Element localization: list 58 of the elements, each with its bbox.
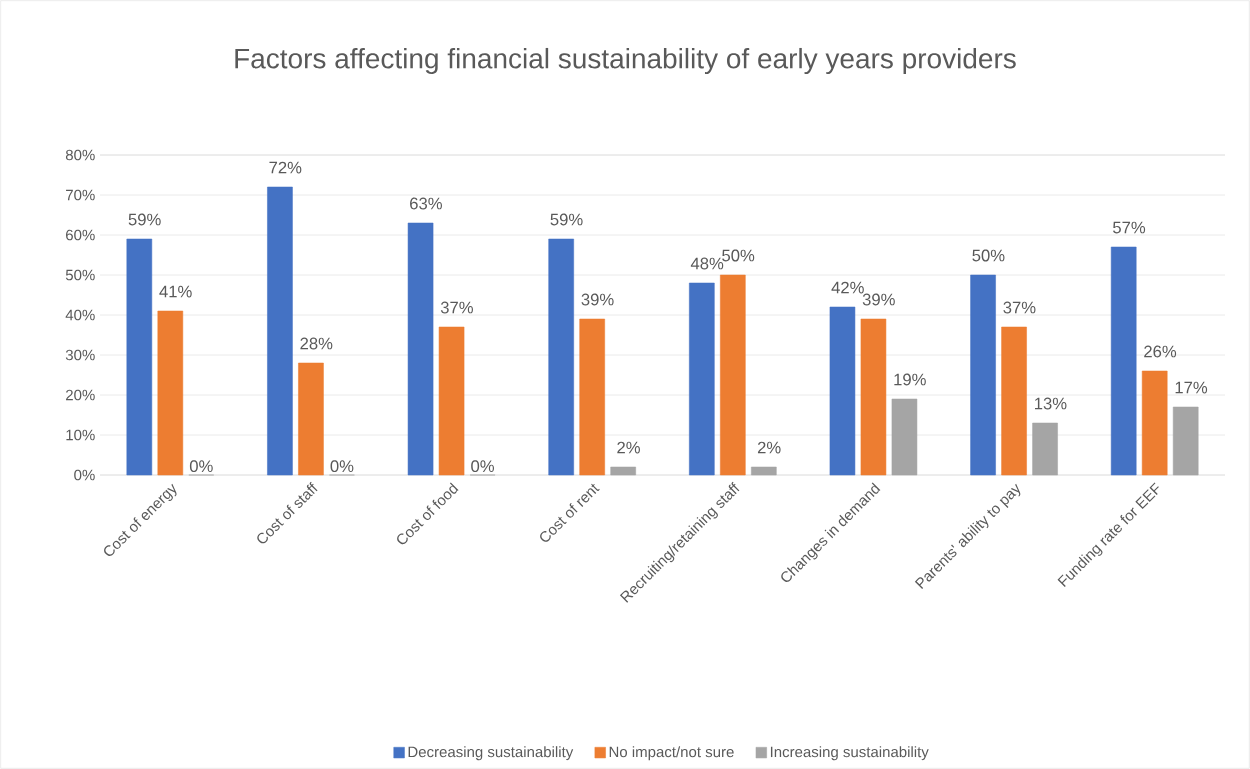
bar — [407, 222, 434, 476]
data-label: 72% — [269, 161, 302, 174]
data-label: 2% — [757, 441, 781, 454]
data-label: 0% — [189, 460, 213, 473]
data-label: 13% — [1035, 397, 1067, 410]
y-tick-label: 0% — [74, 469, 95, 481]
bar — [126, 238, 153, 476]
y-tick-label: 60% — [66, 229, 95, 241]
data-label: 39% — [581, 293, 614, 306]
legend-label: No impact/not sure — [609, 746, 734, 761]
bar — [610, 466, 636, 476]
bar — [860, 318, 887, 476]
bar — [970, 274, 996, 476]
data-label: 0% — [471, 460, 495, 473]
data-label: 37% — [440, 301, 473, 314]
bar — [1001, 326, 1027, 476]
data-label: 0% — [330, 460, 354, 473]
data-label: 28% — [300, 337, 333, 350]
bar — [891, 398, 918, 476]
y-tick-label: 80% — [65, 149, 95, 161]
bar — [1032, 422, 1058, 476]
data-label: 48% — [690, 257, 724, 270]
data-label: 42% — [831, 281, 864, 294]
data-label: 50% — [972, 249, 1005, 262]
bar — [267, 186, 293, 476]
bar — [751, 466, 777, 476]
y-tick-label: 20% — [66, 389, 95, 401]
bar — [829, 306, 856, 476]
legend-label: Increasing sustainability — [770, 746, 929, 761]
bar — [579, 318, 605, 476]
bar — [689, 282, 715, 476]
data-label: 26% — [1144, 345, 1177, 358]
data-label: 19% — [894, 373, 926, 386]
data-label: 37% — [1003, 301, 1036, 314]
bar — [298, 362, 324, 476]
data-label: 41% — [159, 285, 192, 298]
legend-label: Decreasing sustainability — [408, 746, 574, 761]
data-label: 59% — [128, 213, 161, 226]
y-tick-label: 40% — [65, 309, 95, 321]
data-label: 39% — [862, 293, 895, 306]
chart-title: Factors affecting financial sustainability of early years providers — [235, 47, 1016, 75]
y-tick-label: 70% — [66, 189, 95, 201]
y-tick-label: 30% — [65, 349, 95, 361]
data-label: 50% — [722, 249, 755, 262]
bar — [157, 310, 184, 476]
bar — [548, 238, 574, 476]
y-tick-label: 50% — [65, 269, 95, 281]
data-label: 63% — [410, 197, 442, 210]
data-label: 17% — [1175, 381, 1208, 394]
bar — [1172, 406, 1199, 476]
data-label: 59% — [550, 213, 583, 226]
y-tick-label: 10% — [66, 429, 95, 441]
bar — [1110, 246, 1137, 476]
bar — [438, 326, 465, 476]
bar — [720, 274, 746, 476]
data-label: 2% — [617, 441, 640, 454]
bar — [1141, 370, 1168, 476]
data-label: 57% — [1113, 221, 1146, 234]
